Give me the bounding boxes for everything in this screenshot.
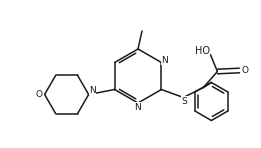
Text: HO: HO <box>195 45 210 56</box>
Text: O: O <box>35 90 42 99</box>
Text: O: O <box>242 66 249 75</box>
Text: S: S <box>181 96 187 106</box>
Text: N: N <box>89 86 96 95</box>
Text: N: N <box>161 56 168 65</box>
Text: N: N <box>135 103 141 111</box>
